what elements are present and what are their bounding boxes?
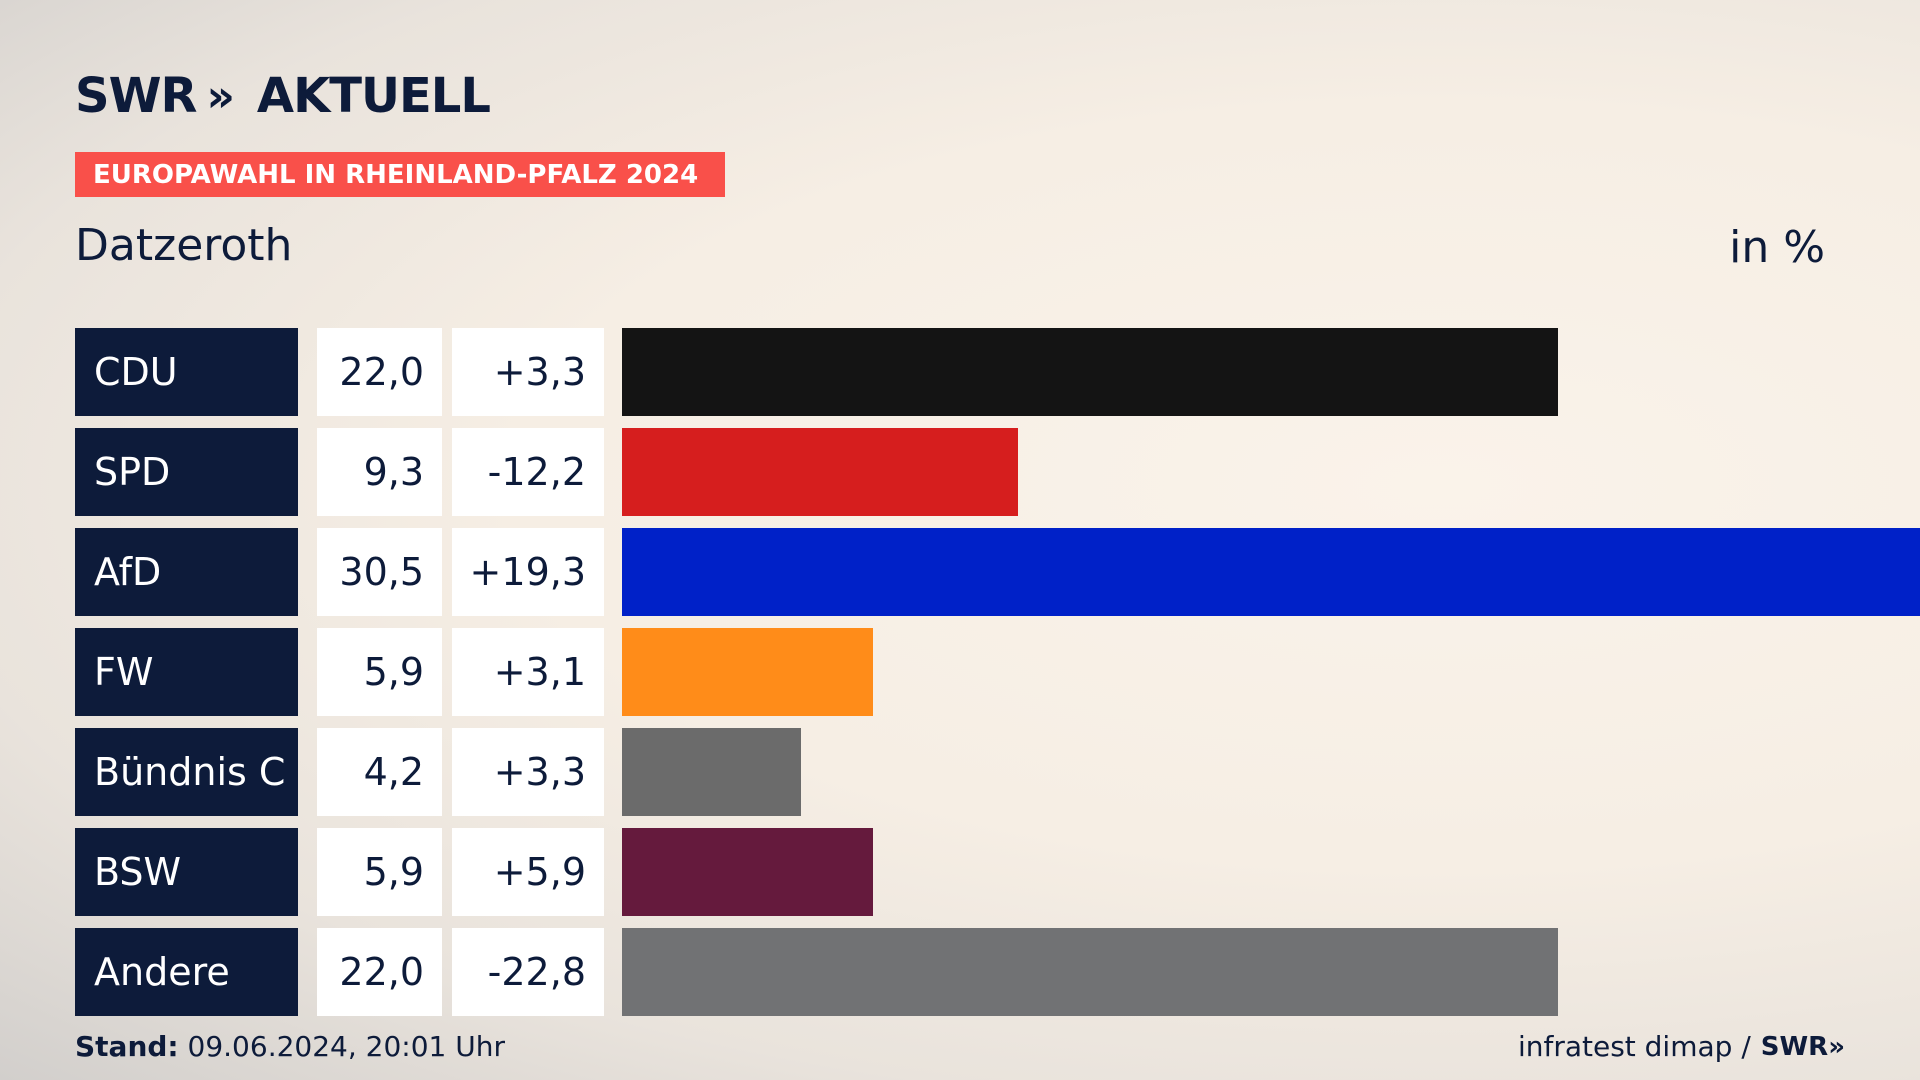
logo-product: AKTUELL <box>256 68 491 124</box>
source-text: infratest dimap / <box>1517 1030 1751 1063</box>
result-bar <box>622 728 801 816</box>
result-row: FW 5,9 +3,1 <box>75 628 1845 716</box>
result-bar <box>622 928 1558 1016</box>
swr-mini-logo: SWR» <box>1760 1031 1845 1062</box>
stand-label: Stand: <box>75 1030 179 1063</box>
change-label: -12,2 <box>452 428 604 516</box>
vote-share-label: 5,9 <box>317 628 442 716</box>
party-label: CDU <box>75 328 298 416</box>
place-title: Datzeroth <box>75 220 293 271</box>
result-row: Andere 22,0 -22,8 <box>75 928 1845 1016</box>
party-label: AfD <box>75 528 298 616</box>
change-label: +3,3 <box>452 728 604 816</box>
result-bar <box>622 328 1558 416</box>
unit-label: in % <box>1729 222 1825 273</box>
change-label: +3,1 <box>452 628 604 716</box>
change-label: -22,8 <box>452 928 604 1016</box>
vote-share-label: 4,2 <box>317 728 442 816</box>
result-row: SPD 9,3 -12,2 <box>75 428 1845 516</box>
result-row: AfD 30,5 +19,3 <box>75 528 1920 616</box>
timestamp: Stand: 09.06.2024, 20:01 Uhr <box>75 1030 505 1063</box>
result-bar <box>622 628 873 716</box>
swr-aktuell-logo: SWR » AKTUELL <box>75 68 491 124</box>
vote-share-label: 30,5 <box>317 528 442 616</box>
party-label: Bündnis C <box>75 728 298 816</box>
party-label: BSW <box>75 828 298 916</box>
vote-share-label: 22,0 <box>317 928 442 1016</box>
result-row: Bündnis C 4,2 +3,3 <box>75 728 1845 816</box>
change-label: +19,3 <box>452 528 604 616</box>
change-label: +3,3 <box>452 328 604 416</box>
change-label: +5,9 <box>452 828 604 916</box>
election-banner: EUROPAWAHL IN RHEINLAND-PFALZ 2024 <box>75 152 725 197</box>
party-label: SPD <box>75 428 298 516</box>
result-row: CDU 22,0 +3,3 <box>75 328 1845 416</box>
vote-share-label: 5,9 <box>317 828 442 916</box>
result-row: BSW 5,9 +5,9 <box>75 828 1845 916</box>
source-credit: infratest dimap / SWR» <box>1518 1030 1845 1063</box>
logo-chevron-icon: » <box>206 70 235 122</box>
vote-share-label: 9,3 <box>317 428 442 516</box>
stand-value: 09.06.2024, 20:01 Uhr <box>187 1030 505 1063</box>
party-label: FW <box>75 628 298 716</box>
logo-brand: SWR <box>75 68 197 124</box>
result-bar <box>622 828 873 916</box>
result-bar <box>622 428 1018 516</box>
vote-share-label: 22,0 <box>317 328 442 416</box>
party-label: Andere <box>75 928 298 1016</box>
result-bar <box>622 528 1920 616</box>
